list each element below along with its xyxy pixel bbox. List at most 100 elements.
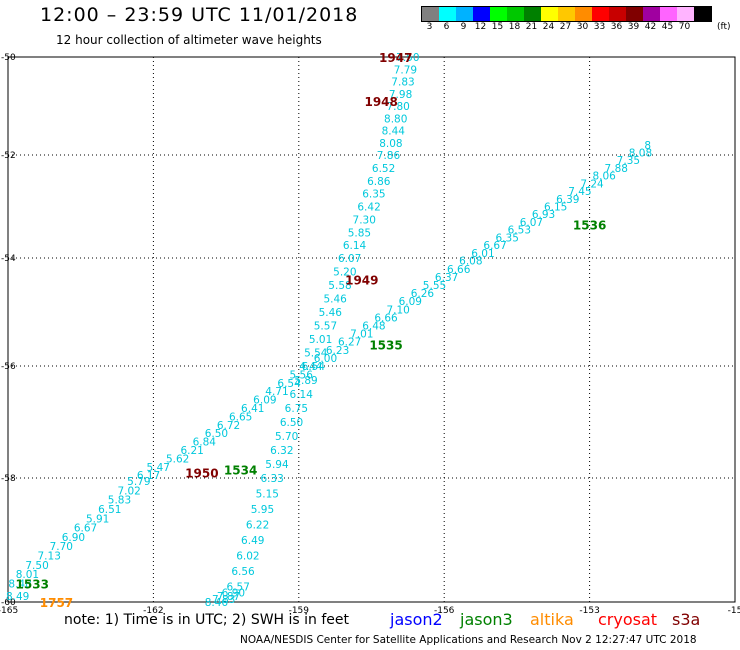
wave-height-label: 5.47: [147, 462, 170, 474]
wave-height-label: 6.00: [314, 353, 337, 365]
wave-height-label: 6.37: [435, 272, 458, 284]
wave-height-label: 6.51: [98, 504, 121, 516]
wave-height-label: 5.83: [108, 495, 131, 507]
pass-time-label: 1950: [185, 466, 218, 480]
longitude-tick-label: -165: [0, 606, 18, 616]
wave-height-label: 7.83: [391, 77, 414, 89]
color-scale-label: 3: [426, 22, 433, 32]
wave-height-label: 6.72: [217, 420, 240, 432]
wave-height-label: 6.07: [520, 217, 543, 229]
wave-height-label: 6.84: [193, 437, 217, 449]
pass-time-label: 1533: [16, 577, 49, 591]
wave-height-label: 5.01: [309, 334, 332, 346]
wave-height-label: 8.49: [6, 591, 29, 603]
wave-height-label: 5.57: [314, 321, 337, 333]
wave-height-label: 6.75: [285, 403, 308, 415]
wave-height-label: 5.85: [348, 227, 371, 239]
wave-height-label: 6.07: [338, 253, 361, 265]
wave-height-label: 6.22: [246, 520, 269, 532]
pass-time-label: 1534: [224, 464, 257, 478]
longitude-tick-label: -153: [579, 606, 599, 616]
wave-height-label: 6.53: [508, 225, 531, 237]
wave-height-label: 6.90: [62, 532, 85, 544]
wave-height-label: 8.46: [205, 597, 229, 609]
wave-height-label: 7.79: [394, 64, 417, 76]
wave-height-label: 6.57: [227, 582, 250, 594]
color-swatch: [660, 7, 677, 21]
wave-height-label: 7.02: [117, 485, 140, 497]
color-scale-label: 15: [491, 22, 504, 32]
footnote: note: 1) Time is in UTC; 2) SWH is in fe…: [64, 612, 350, 628]
wave-height-label: 5.20: [333, 267, 356, 279]
latitude-tick-label: -60: [1, 598, 16, 608]
wave-height-label: 6.01: [471, 248, 494, 260]
color-scale-label: 21: [525, 22, 538, 32]
wave-height-label: 6.52: [372, 163, 395, 175]
longitude-tick-label: -15: [728, 606, 740, 616]
color-swatch: [575, 7, 592, 21]
wave-height-label: 5.15: [256, 489, 279, 501]
color-swatch: [490, 7, 507, 21]
wave-height-label: 8.48: [8, 578, 31, 590]
color-scale-label: 12: [474, 22, 487, 32]
wave-height-label: 5.89: [294, 375, 317, 387]
color-scale-label: 39: [627, 22, 640, 32]
wave-height-label: 7.35: [617, 155, 640, 167]
latitude-tick-label: -58: [1, 474, 16, 484]
wave-height-label: 7.83: [212, 594, 235, 606]
wave-height-label: 6.48: [362, 321, 385, 333]
color-scale-label: 30: [576, 22, 589, 32]
wave-height-label: 8.80: [384, 113, 407, 125]
wave-height-label: 6.41: [241, 403, 264, 415]
color-swatch: [626, 7, 643, 21]
satellite-jason3: jason3: [460, 610, 513, 629]
pass-time-label: 1757: [40, 596, 73, 610]
wave-height-label: 7.10: [386, 304, 409, 316]
color-swatch: [643, 7, 660, 21]
wave-height-label: 7.88: [605, 163, 628, 175]
wave-height-label: 6.17: [137, 470, 160, 482]
pass-time-label: 1535: [369, 338, 402, 352]
wave-height-label: 7.50: [25, 560, 48, 572]
color-swatch: [541, 7, 558, 21]
color-scale-label: 6: [443, 22, 450, 32]
wave-height-label: 6.50: [280, 417, 303, 429]
satellite-jason2: jason2: [390, 610, 443, 629]
wave-height-label: 6.42: [357, 202, 380, 214]
wave-height-label: 5.58: [328, 280, 351, 292]
wave-height-label: 5.46: [323, 294, 347, 306]
wave-height-label: 4.71: [265, 386, 288, 398]
wave-height-label: 5.94: [265, 459, 289, 471]
color-scale-label: 70: [678, 22, 691, 32]
wave-height-label: 6.09: [399, 296, 422, 308]
color-swatch: [677, 7, 694, 21]
wave-height-label: 6.90: [222, 588, 245, 600]
wave-height-label: 6.56: [231, 566, 255, 578]
wave-height-label: 6.39: [556, 194, 579, 206]
wave-height-label: 6.54: [277, 378, 301, 390]
wave-height-label: 6.08: [459, 256, 482, 268]
wave-height-label: 6.49: [241, 535, 264, 547]
color-swatch: [439, 7, 456, 21]
map-title: 12:00 – 23:59 UTC 11/01/2018: [40, 4, 359, 26]
map-frame: [7, 56, 736, 603]
wave-height-label: 5.56: [290, 369, 314, 381]
wave-height-label: 6.54: [302, 361, 326, 373]
wave-height-label: 8.44: [382, 126, 406, 138]
wave-height-label: 6.23: [326, 345, 349, 357]
wave-height-label: 6.26: [411, 288, 435, 300]
wave-height-label: 6.67: [74, 523, 97, 535]
wave-height-label: 6.86: [367, 176, 391, 188]
wave-height-label: 6.33: [260, 473, 283, 485]
pass-time-label: 1949: [345, 274, 378, 288]
wave-height-label: 5.55: [423, 280, 446, 292]
wave-height-label: 6.21: [180, 445, 203, 457]
wave-height-label: 6.93: [532, 209, 555, 221]
wave-height-label: 6.14: [343, 240, 367, 252]
wave-height-label: 8.08: [379, 138, 402, 150]
wave-height-label: 7.24: [580, 178, 604, 190]
wave-height-label: 6.65: [229, 411, 252, 423]
color-swatch: [473, 7, 490, 21]
